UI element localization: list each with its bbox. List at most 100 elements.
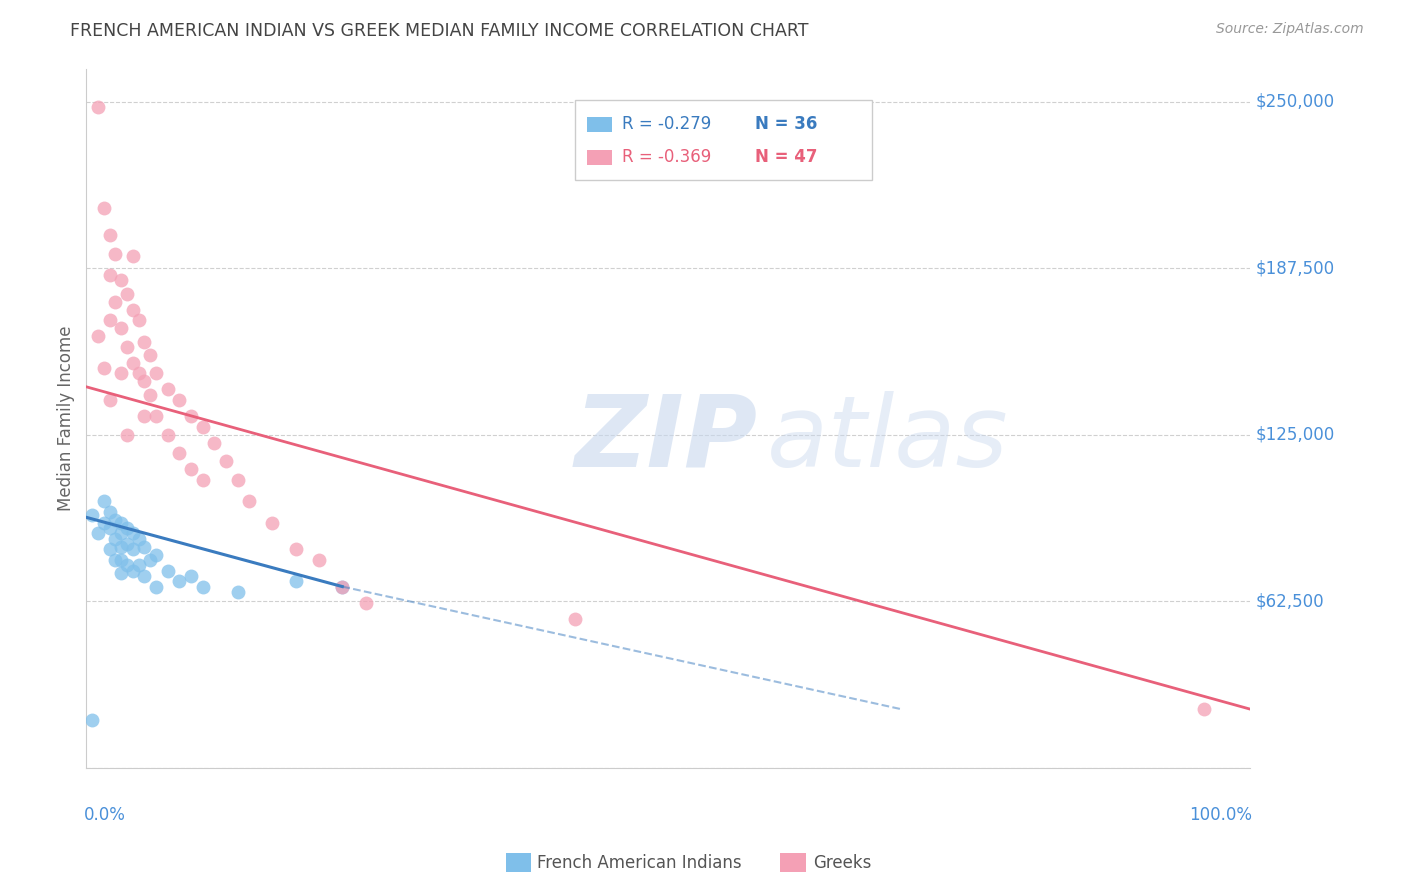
Point [104, 246, 127, 260]
Text: R = -0.369: R = -0.369 [621, 148, 711, 166]
Point [110, 516, 132, 530]
Point [156, 383, 179, 397]
Point [564, 611, 586, 625]
Point [110, 367, 132, 381]
Text: N = 47: N = 47 [755, 148, 818, 166]
Text: 100.0%: 100.0% [1189, 806, 1253, 824]
Point [134, 334, 156, 349]
Point [156, 427, 179, 442]
Point [139, 348, 162, 362]
Point [128, 558, 150, 573]
Point [87, 329, 110, 343]
Point [145, 580, 167, 594]
Text: Source: ZipAtlas.com: Source: ZipAtlas.com [1216, 22, 1364, 37]
Point [284, 542, 307, 557]
Point [104, 532, 127, 546]
Text: 0.0%: 0.0% [84, 806, 127, 824]
Point [115, 286, 138, 301]
Point [110, 273, 132, 287]
Point [134, 375, 156, 389]
Point [226, 585, 249, 599]
Point [128, 367, 150, 381]
Point [202, 435, 225, 450]
Point [121, 564, 143, 578]
Point [110, 321, 132, 335]
Point [330, 580, 353, 594]
Point [134, 409, 156, 423]
Text: Greeks: Greeks [813, 854, 872, 871]
Point [87, 100, 110, 114]
Point [98, 505, 121, 519]
Point [354, 596, 377, 610]
Point [104, 553, 127, 567]
Point [145, 409, 167, 423]
Text: N = 36: N = 36 [755, 115, 818, 134]
Point [139, 553, 162, 567]
Point [104, 513, 127, 527]
Point [191, 580, 214, 594]
Point [93, 494, 115, 508]
Point [87, 526, 110, 541]
Point [115, 537, 138, 551]
Point [284, 574, 307, 589]
Point [98, 393, 121, 408]
Point [110, 526, 132, 541]
Point [330, 580, 353, 594]
Point [1192, 702, 1215, 716]
Point [308, 553, 330, 567]
Text: French American Indians: French American Indians [537, 854, 742, 871]
Point [139, 388, 162, 402]
Point [215, 454, 238, 468]
Point [98, 227, 121, 242]
Point [115, 558, 138, 573]
Text: $187,500: $187,500 [1256, 260, 1336, 277]
Text: FRENCH AMERICAN INDIAN VS GREEK MEDIAN FAMILY INCOME CORRELATION CHART: FRENCH AMERICAN INDIAN VS GREEK MEDIAN F… [70, 22, 808, 40]
Point [134, 540, 156, 554]
Text: $250,000: $250,000 [1256, 93, 1336, 111]
Point [180, 409, 202, 423]
FancyBboxPatch shape [575, 100, 872, 180]
Point [156, 564, 179, 578]
Point [98, 313, 121, 327]
Point [191, 473, 214, 487]
Point [134, 569, 156, 583]
Point [121, 302, 143, 317]
Point [115, 427, 138, 442]
FancyBboxPatch shape [586, 117, 613, 132]
Point [191, 419, 214, 434]
Point [121, 526, 143, 541]
Point [128, 313, 150, 327]
Point [121, 249, 143, 263]
Text: atlas: atlas [768, 391, 1008, 488]
Point [238, 494, 260, 508]
Point [226, 473, 249, 487]
Point [82, 508, 104, 522]
Point [93, 516, 115, 530]
Point [145, 548, 167, 562]
Point [93, 361, 115, 376]
Point [121, 542, 143, 557]
Point [180, 569, 202, 583]
Text: R = -0.279: R = -0.279 [621, 115, 711, 134]
Point [145, 367, 167, 381]
Text: $62,500: $62,500 [1256, 592, 1324, 610]
Point [98, 521, 121, 535]
Point [115, 521, 138, 535]
Point [110, 566, 132, 581]
Point [110, 540, 132, 554]
Point [169, 446, 191, 460]
Point [98, 542, 121, 557]
Point [128, 532, 150, 546]
Point [93, 202, 115, 216]
Y-axis label: Median Family Income: Median Family Income [58, 326, 75, 511]
Point [262, 516, 284, 530]
Point [82, 713, 104, 727]
Point [98, 268, 121, 282]
Point [169, 393, 191, 408]
Point [169, 574, 191, 589]
Text: ZIP: ZIP [575, 391, 758, 488]
Point [180, 462, 202, 476]
Point [110, 553, 132, 567]
Point [115, 340, 138, 354]
Point [104, 294, 127, 309]
